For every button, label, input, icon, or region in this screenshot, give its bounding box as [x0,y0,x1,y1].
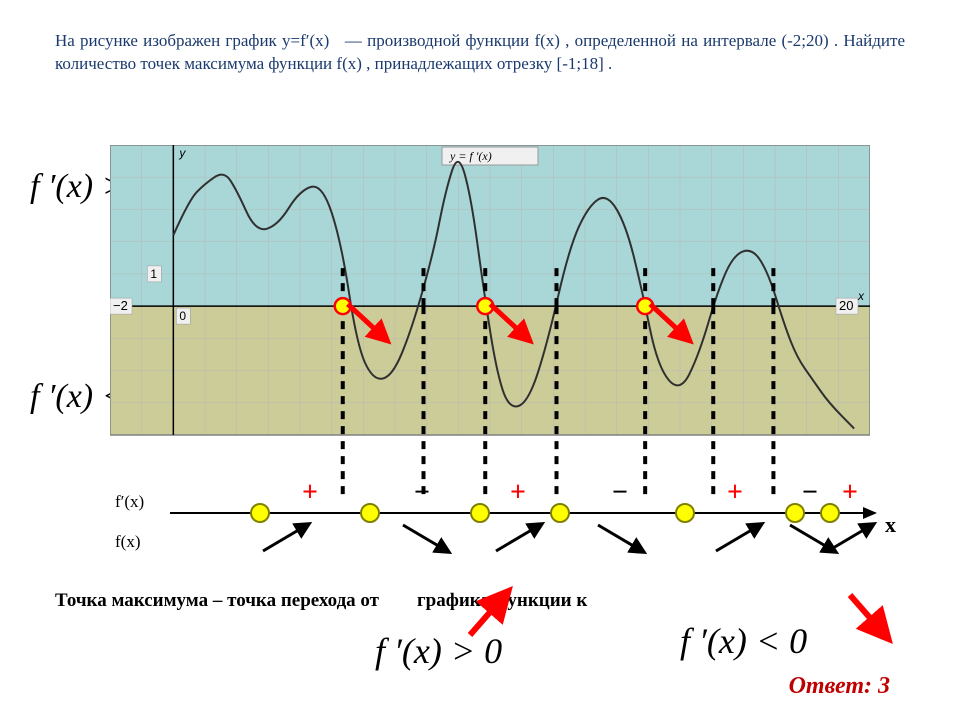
svg-text:+: + [510,477,526,508]
svg-text:y = f ′(x): y = f ′(x) [449,149,492,163]
svg-text:y: y [178,146,186,160]
svg-text:−: − [612,477,628,508]
up-arrow-icon [460,585,520,645]
x-axis-label: x [885,512,896,538]
svg-text:x: x [857,289,865,303]
svg-text:+: + [727,477,743,508]
svg-text:+: + [842,477,858,508]
svg-text:20: 20 [839,298,853,313]
svg-text:−: − [802,477,818,508]
svg-text:+: + [302,477,318,508]
answer: Ответ: 3 [789,673,890,700]
svg-text:−: − [414,477,430,508]
svg-text:0: 0 [179,309,186,323]
problem-statement: На рисунке изображен график y=f′(x) — пр… [55,30,905,76]
problem-text: На рисунке изображен график y=f′(x) — пр… [55,31,905,73]
svg-text:−2: −2 [113,298,128,313]
down-arrow-icon [840,585,900,645]
signline-fprime-label: f′(x) f(x) [115,492,144,552]
svg-text:1: 1 [150,267,157,281]
sign-line: +−+−+−+ [110,435,910,575]
formula-bot-right: f ′(x) < 0 [680,620,807,662]
